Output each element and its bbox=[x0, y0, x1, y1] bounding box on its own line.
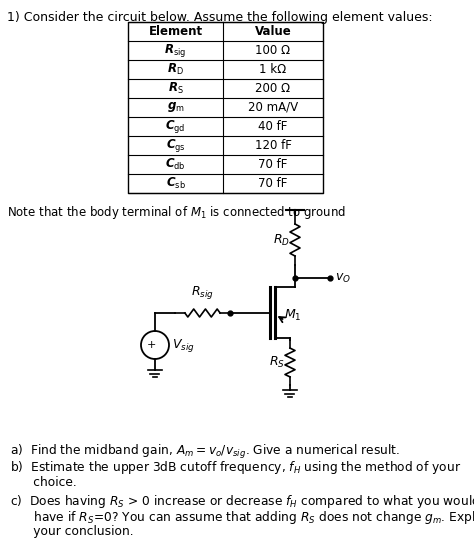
Text: +: + bbox=[146, 340, 155, 350]
Text: c)  Does having $R_S$ > 0 increase or decrease $f_H$ compared to what you would: c) Does having $R_S$ > 0 increase or dec… bbox=[10, 492, 474, 509]
Text: 1 kΩ: 1 kΩ bbox=[259, 63, 287, 76]
Text: b)  Estimate the upper 3dB cutoff frequency, $f_H$ using the method of your: b) Estimate the upper 3dB cutoff frequen… bbox=[10, 460, 461, 477]
Text: $V_{sig}$: $V_{sig}$ bbox=[172, 337, 195, 354]
Text: $R_S$: $R_S$ bbox=[269, 355, 285, 370]
Text: 120 fF: 120 fF bbox=[255, 139, 292, 152]
Text: $\mathbfit{g}_\mathrm{m}$: $\mathbfit{g}_\mathrm{m}$ bbox=[166, 100, 184, 115]
Text: $\mathbfit{C}_\mathrm{gd}$: $\mathbfit{C}_\mathrm{gd}$ bbox=[165, 118, 186, 135]
Text: 70 fF: 70 fF bbox=[258, 158, 288, 171]
Text: Value: Value bbox=[255, 25, 292, 38]
Bar bbox=[128, 22, 323, 193]
Text: 1) Consider the circuit below. Assume the following element values:: 1) Consider the circuit below. Assume th… bbox=[7, 11, 433, 24]
Text: a)  Find the midband gain, $A_m = v_o/v_{sig}$. Give a numerical result.: a) Find the midband gain, $A_m = v_o/v_{… bbox=[10, 443, 400, 461]
Text: $\mathbfit{C}_\mathrm{sb}$: $\mathbfit{C}_\mathrm{sb}$ bbox=[165, 176, 185, 191]
Text: 40 fF: 40 fF bbox=[258, 120, 288, 133]
Text: $\mathbfit{C}_\mathrm{gs}$: $\mathbfit{C}_\mathrm{gs}$ bbox=[165, 137, 185, 154]
Text: 20 mA/V: 20 mA/V bbox=[248, 101, 298, 114]
Text: 70 fF: 70 fF bbox=[258, 177, 288, 190]
Text: Element: Element bbox=[148, 25, 202, 38]
Text: 200 Ω: 200 Ω bbox=[255, 82, 291, 95]
Text: $\mathbfit{R}_\mathrm{sig}$: $\mathbfit{R}_\mathrm{sig}$ bbox=[164, 42, 187, 59]
Text: $R_{sig}$: $R_{sig}$ bbox=[191, 284, 214, 301]
Text: $R_D$: $R_D$ bbox=[273, 232, 290, 248]
Text: have if $R_S$=0? You can assume that adding $R_S$ does not change $g_m$. Explain: have if $R_S$=0? You can assume that add… bbox=[10, 509, 474, 526]
Text: $\mathbfit{C}_\mathrm{db}$: $\mathbfit{C}_\mathrm{db}$ bbox=[165, 157, 186, 172]
Text: $M_1$: $M_1$ bbox=[284, 308, 301, 323]
Text: $\mathbfit{R}_\mathrm{S}$: $\mathbfit{R}_\mathrm{S}$ bbox=[168, 81, 183, 96]
Text: choice.: choice. bbox=[10, 476, 77, 489]
Text: Note that the body terminal of $M_1$ is connected to ground: Note that the body terminal of $M_1$ is … bbox=[7, 204, 346, 221]
Text: 100 Ω: 100 Ω bbox=[255, 44, 291, 57]
Text: $\mathbfit{R}_\mathrm{D}$: $\mathbfit{R}_\mathrm{D}$ bbox=[167, 62, 184, 77]
Text: $v_O$: $v_O$ bbox=[335, 271, 351, 284]
Text: your conclusion.: your conclusion. bbox=[10, 525, 134, 539]
